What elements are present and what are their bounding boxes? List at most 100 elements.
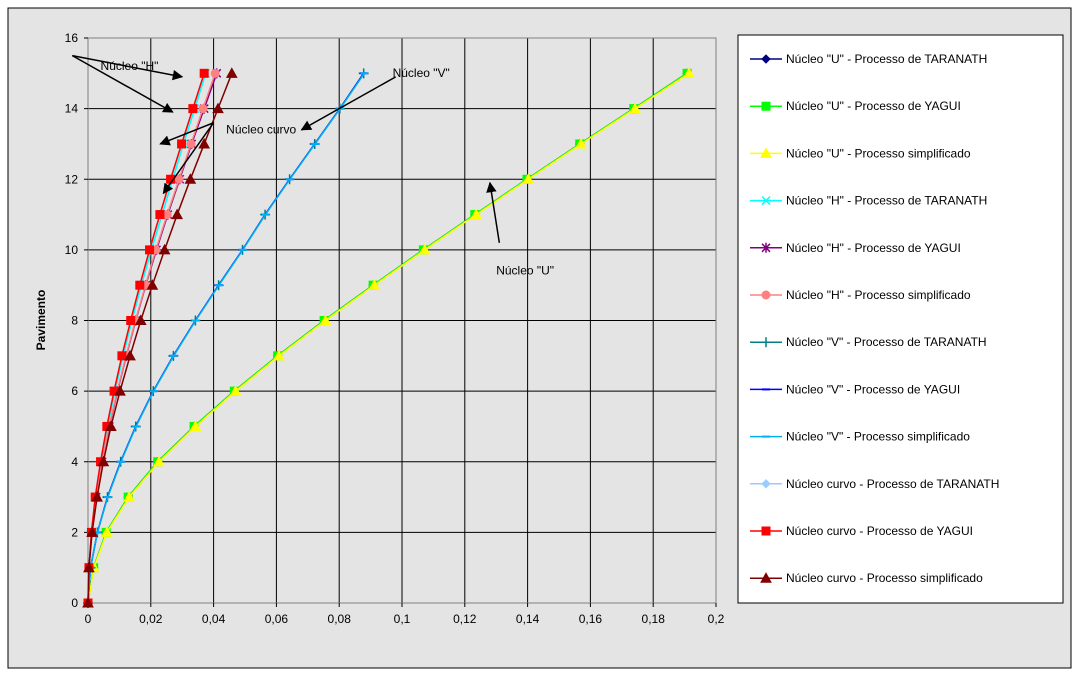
legend-marker bbox=[761, 526, 771, 536]
legend-item: Núcleo "V" - Processo simplificado bbox=[750, 430, 970, 444]
series-line bbox=[87, 73, 205, 604]
legend-marker bbox=[761, 242, 771, 253]
legend-item: Núcleo "U" - Processo simplificado bbox=[750, 146, 971, 160]
annotation-arrow bbox=[486, 181, 501, 243]
data-point bbox=[225, 67, 238, 78]
y-tick-label: 0 bbox=[71, 596, 78, 610]
annotation-arrow bbox=[72, 54, 184, 81]
data-point bbox=[186, 139, 196, 149]
y-axis: 0 2 4 6 8 10 12 14 16 bbox=[65, 31, 88, 610]
series-line bbox=[87, 73, 233, 604]
x-tick-label: 0,16 bbox=[579, 612, 603, 626]
data-point bbox=[158, 243, 171, 255]
series-12 bbox=[82, 67, 238, 608]
data-point bbox=[177, 139, 187, 149]
legend-item: Núcleo "H" - Processo simplificado bbox=[750, 288, 971, 302]
legend-item: Núcleo curvo - Processo de YAGUI bbox=[750, 524, 973, 538]
annotation-arrow bbox=[162, 122, 215, 195]
data-point bbox=[683, 67, 695, 78]
legend-label: Núcleo "V" - Processo de YAGUI bbox=[786, 382, 960, 396]
y-tick-label: 12 bbox=[65, 172, 79, 186]
annotation-label: Núcleo curvo bbox=[226, 122, 296, 136]
legend-label: Núcleo "V" - Processo simplificado bbox=[786, 430, 970, 444]
legend-box bbox=[737, 34, 1064, 604]
legend-item: Núcleo curvo - Processo simplificado bbox=[750, 571, 983, 585]
annotation-arrow bbox=[71, 55, 174, 113]
data-point bbox=[575, 137, 587, 149]
legend-marker bbox=[761, 196, 771, 206]
data-point bbox=[145, 245, 155, 255]
legend-marker bbox=[761, 54, 771, 64]
data-point bbox=[124, 349, 136, 361]
series-line bbox=[87, 72, 690, 604]
legend-label: Núcleo "H" - Processo de TARANATH bbox=[786, 194, 987, 208]
data-point bbox=[418, 243, 431, 255]
x-tick-label: 0,04 bbox=[202, 612, 226, 626]
legend-marker bbox=[760, 147, 772, 158]
data-point bbox=[198, 104, 208, 114]
annotation-arrow bbox=[300, 76, 397, 131]
legend-item: Núcleo "V" - Processo de TARANATH bbox=[750, 335, 987, 349]
legend-label: Núcleo curvo - Processo de TARANATH bbox=[786, 477, 999, 491]
x-tick-label: 0,12 bbox=[453, 612, 477, 626]
legend-label: Núcleo curvo - Processo de YAGUI bbox=[786, 524, 973, 538]
data-point bbox=[97, 455, 110, 467]
legend-item: Núcleo "U" - Processo de YAGUI bbox=[750, 99, 961, 113]
data-point bbox=[153, 455, 165, 467]
data-point bbox=[83, 561, 95, 573]
y-tick-label: 10 bbox=[65, 243, 79, 257]
x-tick-label: 0,14 bbox=[516, 612, 540, 626]
data-point bbox=[184, 173, 197, 184]
legend-marker bbox=[760, 572, 772, 583]
data-point bbox=[135, 280, 145, 290]
data-point bbox=[368, 279, 381, 290]
data-point bbox=[91, 491, 103, 502]
legend-label: Núcleo "U" - Processo de YAGUI bbox=[786, 99, 961, 113]
x-axis: 0 0,02 0,04 0,06 0,08 0,1 0,12 0,14 0,16 0,18 0,2 bbox=[85, 603, 725, 626]
data-point bbox=[100, 526, 113, 537]
legend-item: Núcleo "H" - Processo de YAGUI bbox=[750, 241, 961, 255]
data-point bbox=[114, 385, 126, 396]
x-tick-label: 0,08 bbox=[328, 612, 352, 626]
data-point bbox=[522, 173, 535, 184]
data-point bbox=[319, 314, 332, 325]
data-point bbox=[134, 314, 147, 325]
legend-item: Núcleo "V" - Processo de YAGUI bbox=[750, 382, 960, 396]
x-tick-label: 0 bbox=[85, 612, 92, 626]
y-tick-label: 6 bbox=[71, 384, 78, 398]
legend-item: Núcleo "U" - Processo de TARANATH bbox=[750, 52, 987, 66]
legend: Núcleo "U" - Processo de TARANATH Núcleo … bbox=[750, 52, 999, 585]
data-point bbox=[117, 351, 127, 361]
annotation-arrow bbox=[159, 122, 214, 146]
legend-marker bbox=[761, 101, 771, 111]
legend-marker bbox=[761, 337, 771, 348]
y-tick-label: 16 bbox=[65, 31, 79, 45]
data-point bbox=[86, 526, 98, 537]
data-point bbox=[82, 596, 94, 608]
legend-marker bbox=[761, 290, 771, 300]
series-layer bbox=[82, 67, 695, 608]
data-point bbox=[198, 137, 211, 149]
x-tick-label: 0,02 bbox=[139, 612, 163, 626]
x-tick-label: 0,2 bbox=[708, 612, 725, 626]
data-point bbox=[188, 104, 198, 114]
series-line bbox=[87, 72, 365, 604]
data-point bbox=[171, 208, 184, 220]
y-tick-label: 2 bbox=[71, 525, 78, 539]
y-tick-label: 8 bbox=[71, 314, 78, 328]
legend-label: Núcleo "V" - Processo de TARANATH bbox=[786, 335, 987, 349]
legend-label: Núcleo "H" - Processo simplificado bbox=[786, 288, 971, 302]
legend-item: Núcleo curvo - Processo de TARANATH bbox=[750, 477, 999, 491]
data-point bbox=[105, 420, 117, 431]
legend-label: Núcleo "H" - Processo de YAGUI bbox=[786, 241, 961, 255]
x-tick-label: 0,1 bbox=[394, 612, 411, 626]
data-point bbox=[199, 68, 209, 78]
data-point bbox=[123, 491, 135, 502]
legend-label: Núcleo "U" - Processo simplificado bbox=[786, 146, 971, 160]
data-point bbox=[126, 316, 136, 325]
legend-marker bbox=[761, 479, 771, 489]
data-point bbox=[470, 208, 482, 220]
legend-item: Núcleo "H" - Processo de TARANATH bbox=[750, 194, 987, 208]
